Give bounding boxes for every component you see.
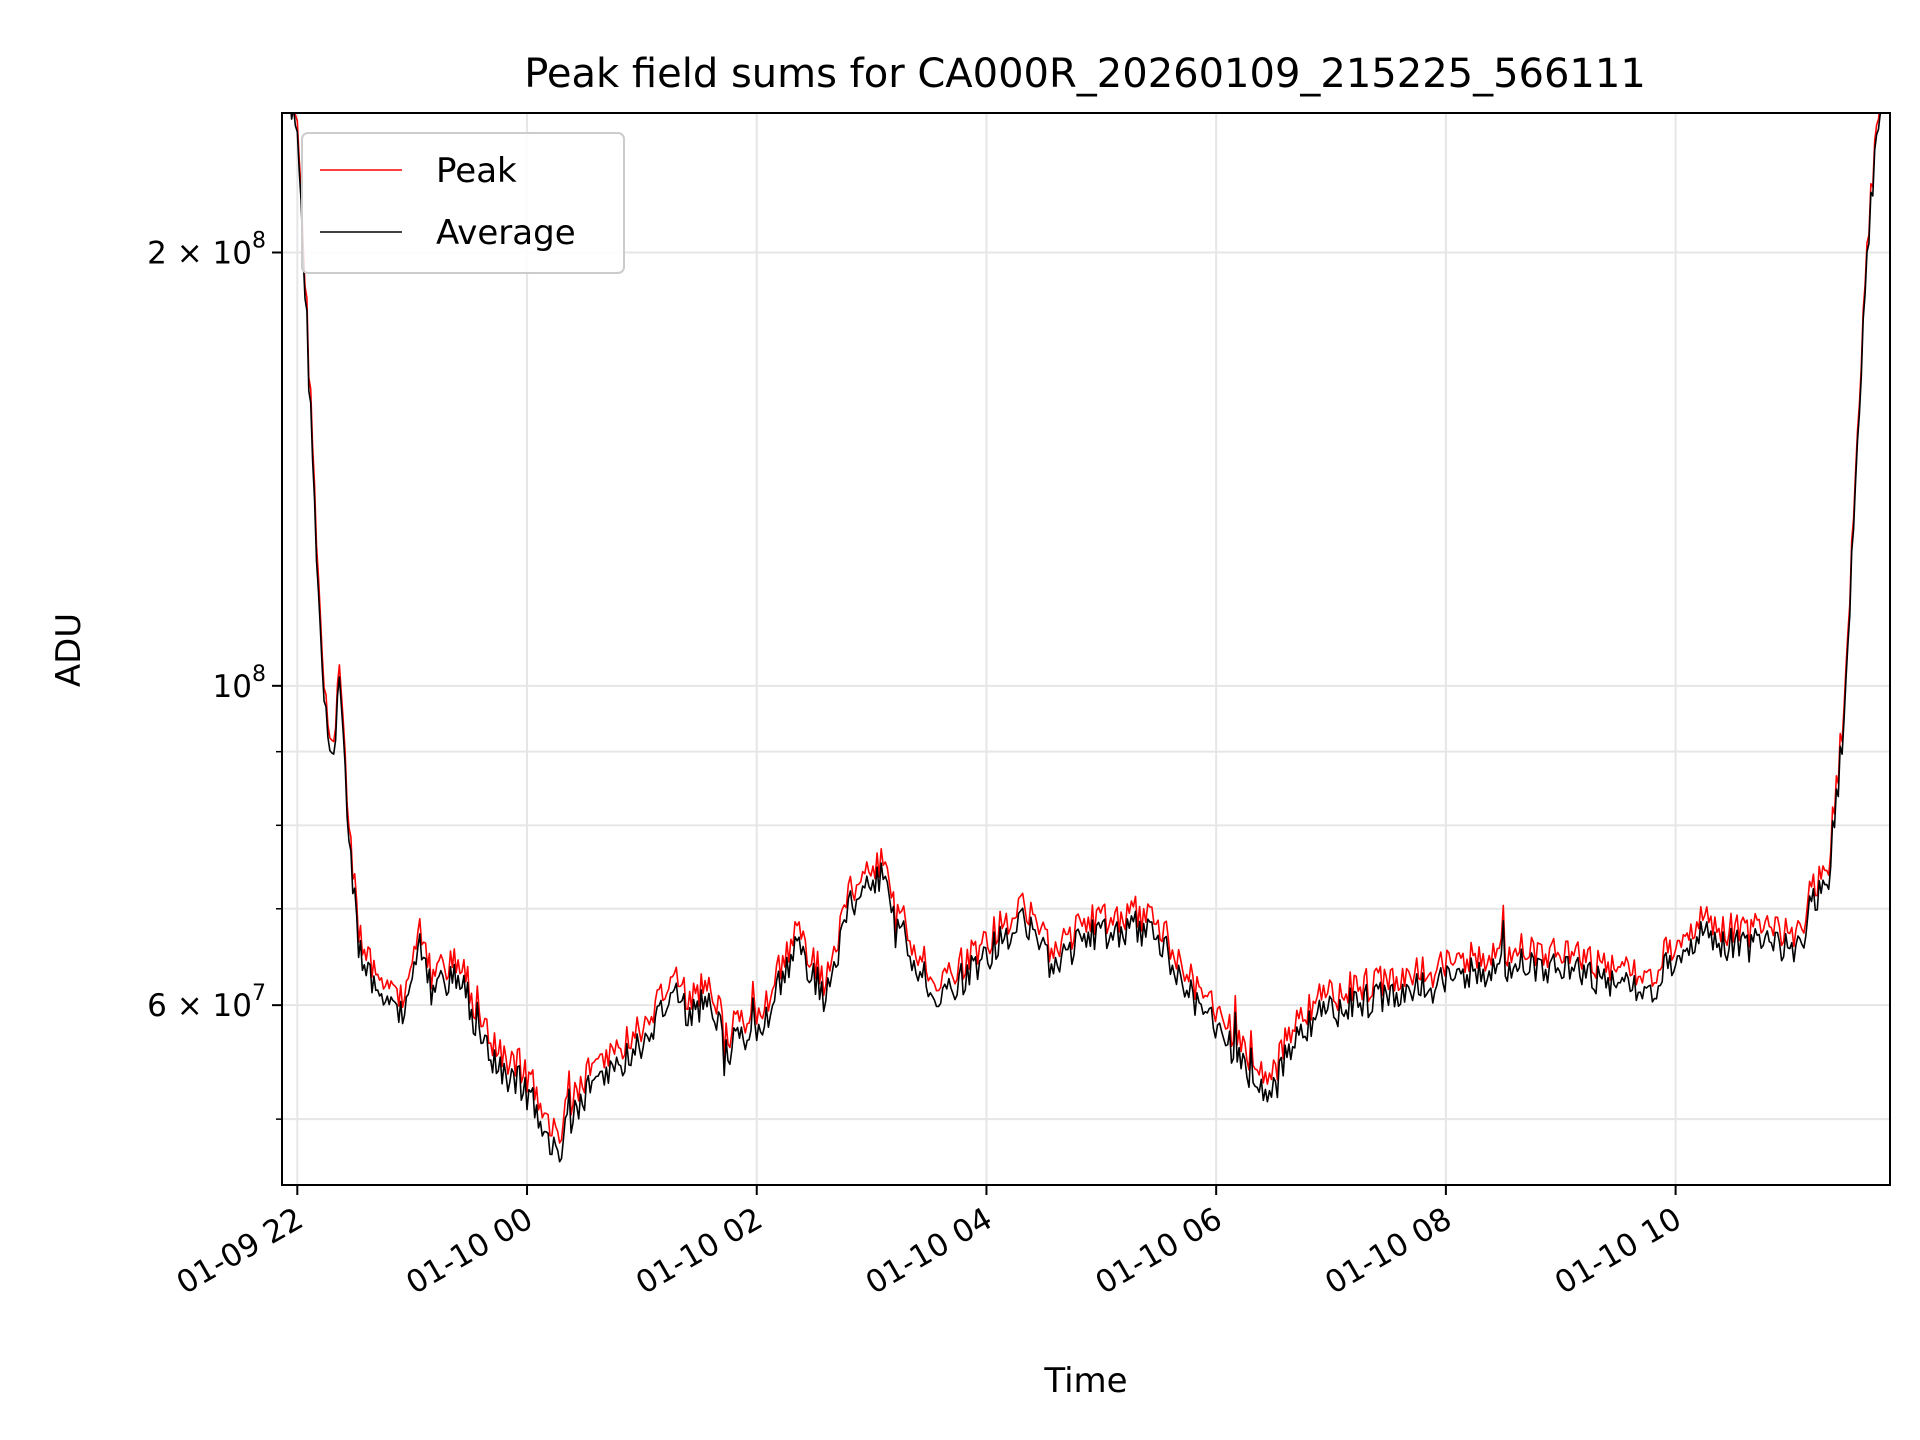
grid	[282, 113, 1890, 1185]
y-tick-label: 6 × 107	[147, 981, 266, 1024]
legend-box	[301, 132, 625, 274]
legend-label-peak: Peak	[436, 151, 517, 191]
plot-frame	[281, 112, 1891, 1186]
y-axis: 2 × 108 108 6 × 107	[147, 228, 282, 1120]
legend-label-average: Average	[436, 213, 576, 253]
series-line-average	[290, 113, 1882, 1163]
chart-title: Peak field sums for CA000R_20260109_2152…	[524, 51, 1646, 97]
y-axis-title: ADU	[49, 613, 89, 687]
x-axis-title: Time	[1043, 1361, 1127, 1401]
series-line-peak	[294, 113, 1880, 1144]
legend: Peak Average	[301, 132, 625, 274]
series-layer	[290, 113, 1882, 1163]
y-tick-label: 2 × 108	[147, 228, 266, 271]
y-tick-label: 108	[213, 662, 266, 705]
